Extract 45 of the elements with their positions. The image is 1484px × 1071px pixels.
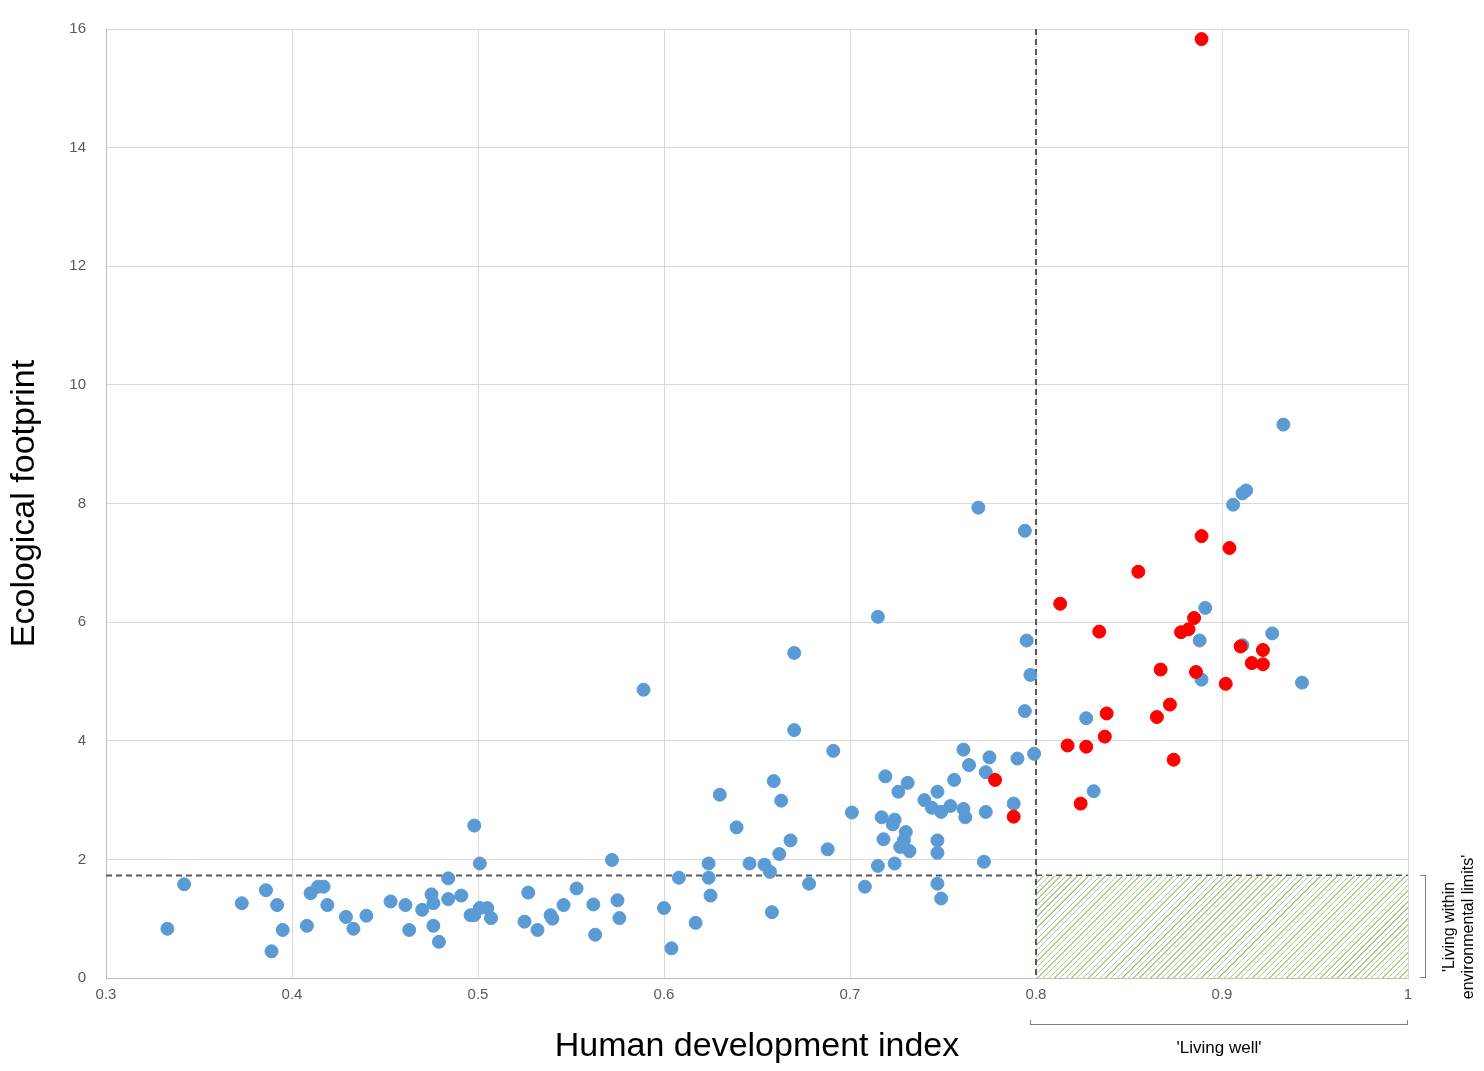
point: [1097, 729, 1112, 744]
y-tick-label: 16: [69, 19, 86, 37]
point: [1194, 32, 1209, 47]
y-tick-label: 10: [69, 375, 86, 393]
x-tick-label: 0.6: [653, 985, 675, 1003]
point: [1255, 643, 1270, 657]
x-tick-label: 0.8: [1025, 985, 1047, 1003]
point: [1053, 596, 1068, 611]
y-tick-label: 6: [77, 612, 86, 630]
point: [1188, 664, 1203, 679]
x-tick-label: 0.5: [467, 985, 489, 1003]
point: [1006, 809, 1021, 824]
point: [1153, 662, 1168, 677]
point: [1218, 676, 1233, 691]
point: [1149, 710, 1164, 725]
y-axis-title: Ecological footprint: [2, 359, 41, 648]
point: [1187, 610, 1202, 625]
point: [1060, 738, 1075, 753]
y-tick-label: 12: [69, 256, 86, 274]
point: [1166, 752, 1181, 767]
point: [988, 772, 1003, 787]
point: [1092, 624, 1107, 639]
point: [1255, 657, 1270, 672]
x-tick-label: 1: [1403, 985, 1413, 1003]
point: [1073, 796, 1088, 811]
point: [1222, 540, 1237, 555]
text: 'Living within environmental limits': [1439, 854, 1477, 999]
point: [1244, 656, 1259, 671]
y-tick-label: 14: [69, 137, 86, 155]
y-tick-label: 4: [77, 730, 86, 748]
x-tick-label: 0.7: [839, 985, 861, 1003]
y-tick-label: 2: [77, 849, 86, 867]
point: [1079, 739, 1094, 754]
y-tick-label: 8: [77, 493, 86, 511]
point: [1194, 529, 1209, 544]
x-tick-label: 0.9: [1211, 985, 1233, 1003]
x-tick-label: 0.4: [281, 985, 303, 1003]
point: [1131, 564, 1146, 579]
point: [1162, 697, 1177, 712]
x-axis-title: Human development index: [554, 1024, 960, 1063]
x-tick-label: 0.3: [95, 985, 117, 1003]
point: [1181, 622, 1196, 637]
y-tick-label: 0: [77, 968, 86, 986]
text: 'Living well': [1176, 1038, 1262, 1057]
point: [1099, 706, 1114, 721]
